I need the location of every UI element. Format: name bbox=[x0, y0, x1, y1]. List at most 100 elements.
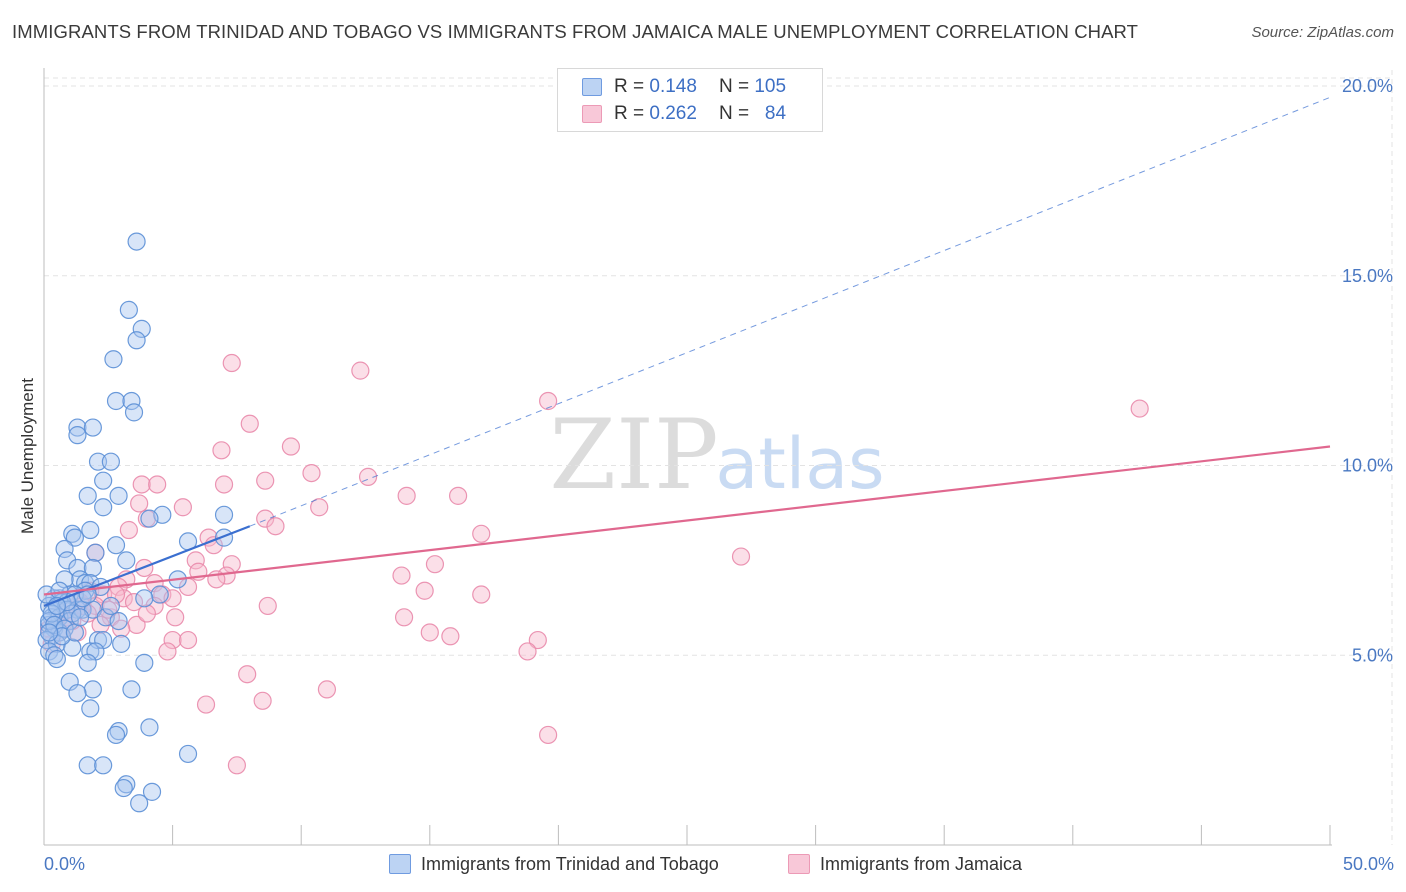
trinidad-point bbox=[68, 418, 87, 437]
trinidad-point bbox=[140, 509, 159, 528]
legend-r-value: 0.262 bbox=[649, 103, 697, 124]
trinidad-point bbox=[94, 756, 113, 775]
legend-row-trinidad: R = 0.148 N = 105 bbox=[582, 74, 786, 100]
trinidad-point bbox=[109, 611, 128, 631]
jamaica-point bbox=[124, 593, 144, 612]
trinidad-point bbox=[81, 642, 100, 661]
jamaica-point bbox=[163, 630, 182, 650]
legend-n-value: 105 bbox=[754, 76, 787, 97]
trinidad-point bbox=[109, 486, 128, 505]
jamaica-point bbox=[196, 695, 216, 714]
trinidad-point bbox=[78, 756, 97, 775]
trinidad-point bbox=[114, 778, 133, 798]
source-label[interactable]: Source: ZipAtlas.com bbox=[1251, 24, 1394, 41]
watermark-atlas: atlas bbox=[715, 423, 884, 505]
trinidad-point bbox=[70, 608, 90, 627]
trinidad-point bbox=[132, 319, 151, 338]
trinidad-point bbox=[58, 551, 77, 570]
watermark: ZIP atlas bbox=[549, 399, 884, 511]
trinidad-point bbox=[65, 528, 84, 547]
y-tick-label: 10.0% bbox=[1342, 456, 1393, 476]
bottom-legend-label-trinidad: Immigrants from Trinidad and Tobago bbox=[421, 853, 719, 874]
chart-title: IMMIGRANTS FROM TRINIDAD AND TOBAGO VS I… bbox=[12, 21, 1139, 42]
jamaica-point bbox=[425, 555, 445, 574]
jamaica-point bbox=[518, 642, 537, 661]
trinidad-point bbox=[117, 551, 136, 570]
trinidad-point bbox=[81, 520, 100, 540]
jamaica-point bbox=[132, 475, 151, 494]
jamaica-point bbox=[539, 391, 558, 411]
jamaica-point bbox=[317, 680, 337, 699]
trinidad-point bbox=[78, 653, 97, 672]
jamaica-point bbox=[256, 509, 275, 528]
trinidad-point bbox=[83, 680, 102, 699]
trinidad-point bbox=[106, 536, 126, 555]
jamaica-point bbox=[302, 463, 321, 483]
trinidad-point bbox=[106, 725, 126, 745]
trinidad-point bbox=[214, 505, 234, 524]
trinidad-point bbox=[106, 391, 126, 411]
trinidad-point bbox=[119, 300, 138, 320]
jamaica-point bbox=[178, 630, 198, 650]
bottom-legend-jamaica[interactable]: Immigrants from Jamaica bbox=[788, 852, 1022, 876]
trinidad-point bbox=[86, 543, 105, 562]
trinidad-trend-line bbox=[43, 525, 251, 607]
trinidad-point bbox=[178, 744, 198, 764]
trinidad-point bbox=[142, 782, 162, 801]
legend-row-jamaica: R = 0.262 N = 84 bbox=[582, 101, 786, 127]
legend-n-label: N = bbox=[718, 76, 750, 97]
correlation-legend: R = 0.148 N = 105 R = 0.262 N = 84 bbox=[557, 68, 823, 132]
jamaica-point bbox=[415, 581, 434, 600]
jamaica-point bbox=[173, 498, 192, 517]
tick-labels: 5.0% 10.0% 15.0% 20.0% 0.0% 50.0% bbox=[44, 76, 1394, 874]
trinidad-point bbox=[101, 596, 120, 616]
jamaica-point bbox=[394, 608, 414, 627]
trinidad-point bbox=[47, 649, 66, 669]
trinidad-point bbox=[112, 634, 131, 653]
jamaica-point bbox=[148, 475, 167, 494]
watermark-zip: ZIP bbox=[549, 399, 718, 511]
jamaica-point bbox=[214, 475, 234, 494]
trinidad-point bbox=[88, 452, 108, 471]
grid-lines bbox=[44, 70, 1393, 845]
bottom-legend-swatch-pink bbox=[788, 854, 810, 874]
axes bbox=[43, 68, 1332, 846]
jamaica-point bbox=[166, 608, 185, 627]
trinidad-point bbox=[130, 794, 149, 813]
jamaica-point bbox=[186, 551, 205, 570]
jamaica-point bbox=[448, 486, 468, 505]
trinidad-point bbox=[65, 623, 84, 642]
jamaica-point bbox=[351, 361, 370, 380]
trinidad-point bbox=[78, 486, 97, 505]
jamaica-point bbox=[420, 623, 439, 642]
x-tick-label: 50.0% bbox=[1343, 854, 1394, 874]
jamaica-point bbox=[238, 665, 257, 684]
jamaica-point bbox=[472, 524, 491, 543]
jamaica-point bbox=[281, 437, 301, 456]
trinidad-point bbox=[63, 638, 82, 657]
bottom-legend-trinidad[interactable]: Immigrants from Trinidad and Tobago bbox=[389, 852, 719, 876]
trinidad-point bbox=[68, 426, 87, 445]
trinidad-point bbox=[127, 232, 146, 251]
trinidad-trend-extension bbox=[249, 96, 1331, 527]
jamaica-point bbox=[127, 615, 146, 634]
jamaica-point bbox=[130, 494, 149, 513]
trinidad-point bbox=[83, 558, 102, 578]
trinidad-point bbox=[101, 452, 120, 471]
jamaica-trend-line bbox=[43, 445, 1331, 596]
jamaica-point bbox=[119, 520, 138, 540]
bottom-legend-label-jamaica: Immigrants from Jamaica bbox=[820, 853, 1023, 874]
legend-swatch-blue bbox=[582, 78, 602, 96]
data-points bbox=[37, 232, 1149, 813]
trinidad-point bbox=[135, 653, 154, 672]
trinidad-point bbox=[122, 680, 141, 699]
jamaica-point bbox=[240, 414, 259, 433]
trinidad-point bbox=[214, 528, 234, 547]
jamaica-point bbox=[258, 596, 277, 616]
y-tick-label: 15.0% bbox=[1342, 266, 1393, 286]
trinidad-point bbox=[68, 558, 87, 578]
trinidad-point bbox=[140, 718, 159, 737]
trend-lines bbox=[43, 96, 1331, 607]
jamaica-point bbox=[222, 353, 241, 373]
legend-n-value: 84 bbox=[764, 103, 787, 124]
